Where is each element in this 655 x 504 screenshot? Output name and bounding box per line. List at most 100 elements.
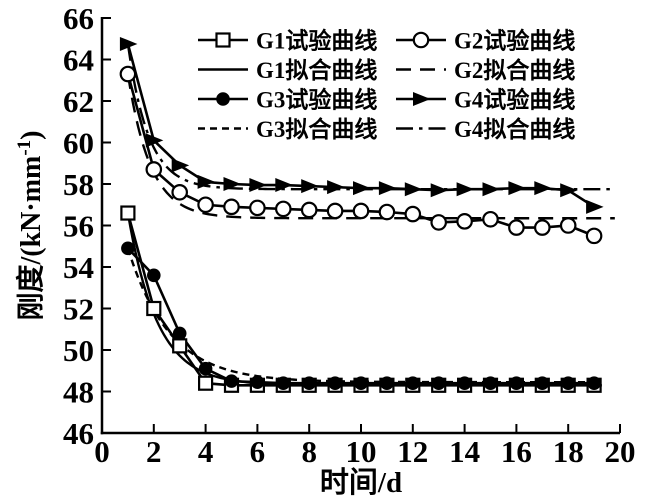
legend-item-g1-fit: G1拟合曲线	[198, 57, 377, 83]
open-square-marker	[215, 32, 231, 48]
filled-triangle-right-marker	[404, 182, 423, 197]
open-circle-marker	[412, 31, 430, 49]
filled-triangle-right-marker	[456, 182, 475, 197]
legend-item-g4-fit: G4拟合曲线	[396, 116, 575, 142]
legend-label: G3试验曲线	[256, 87, 377, 113]
legend-item-g1-test: G1试验曲线	[198, 28, 377, 54]
open-circle-marker	[326, 202, 344, 220]
open-circle-marker	[559, 217, 577, 234]
x-tick-label: 4	[198, 434, 214, 469]
open-circle-marker	[223, 198, 240, 216]
filled-triangle-right-marker	[145, 133, 164, 148]
open-square-marker	[120, 205, 136, 221]
open-circle-marker	[482, 210, 499, 228]
series-markers	[119, 36, 604, 393]
y-tick-label: 48	[63, 375, 94, 410]
open-square-marker	[146, 300, 162, 317]
legend-label: G3拟合曲线	[256, 116, 377, 142]
filled-circle-marker	[172, 326, 187, 341]
legend-label: G4拟合曲线	[454, 116, 575, 142]
y-tick-label: 64	[63, 43, 94, 78]
y-tick-label: 50	[63, 333, 94, 368]
filled-circle-marker	[561, 376, 575, 391]
open-circle-marker	[352, 202, 370, 220]
y-tick-label: 60	[63, 126, 94, 161]
open-circle-marker	[249, 199, 266, 217]
legend-item-g4-test: G4试验曲线	[396, 87, 575, 113]
legend-item-g2-fit: G2拟合曲线	[396, 57, 575, 83]
series-line-g2-fit	[126, 73, 615, 220]
filled-triangle-right-marker	[586, 199, 604, 214]
open-circle-marker	[508, 219, 525, 236]
open-circle-marker	[145, 161, 163, 178]
filled-circle-marker	[276, 376, 291, 391]
filled-circle-marker	[328, 376, 342, 391]
filled-triangle-right-marker	[430, 183, 449, 198]
y-tick-label: 46	[63, 416, 94, 451]
filled-triangle-right-marker	[534, 181, 552, 196]
y-tick-label: 56	[63, 209, 94, 244]
filled-circle-marker	[224, 374, 239, 388]
x-tick-label: 14	[449, 434, 480, 469]
filled-circle-marker	[406, 376, 420, 391]
filled-circle-marker	[147, 268, 161, 283]
legend-item-g3-fit: G3拟合曲线	[198, 116, 377, 142]
x-tick-label: 18	[553, 434, 584, 469]
x-tick-label: 0	[94, 434, 110, 469]
open-square-marker	[198, 375, 214, 391]
filled-triangle-right-marker	[275, 178, 293, 193]
filled-triangle-right-marker	[413, 92, 431, 106]
filled-triangle-right-marker	[171, 158, 190, 173]
open-circle-marker	[456, 213, 473, 230]
filled-triangle-right-marker	[223, 177, 241, 191]
legend-label: G4试验曲线	[454, 87, 575, 113]
legend-label: G2试验曲线	[454, 28, 575, 54]
series-markers-g3-test	[121, 241, 601, 391]
legend-item-g3-test: G3试验曲线	[198, 87, 377, 113]
filled-circle-marker	[483, 376, 498, 391]
filled-triangle-right-marker	[301, 179, 319, 194]
legend-label: G1拟合曲线	[256, 57, 377, 83]
open-circle-marker	[171, 184, 188, 201]
filled-circle-marker	[431, 376, 446, 391]
x-tick-label: 12	[397, 434, 428, 469]
open-circle-marker	[533, 219, 551, 236]
open-circle-marker	[300, 201, 318, 219]
x-tick-label: 6	[250, 434, 266, 469]
filled-triangle-right-marker	[482, 182, 500, 197]
open-circle-marker	[404, 205, 422, 223]
filled-triangle-right-marker	[378, 181, 397, 196]
filled-circle-marker	[509, 376, 524, 391]
filled-triangle-right-marker	[197, 174, 216, 189]
open-circle-marker	[430, 214, 447, 231]
y-tick-label: 58	[63, 167, 94, 202]
open-circle-marker	[274, 200, 292, 218]
y-axis-title: 刚度/(kN·mm-1)	[14, 130, 47, 320]
open-square-marker	[172, 338, 188, 354]
x-tick-label: 8	[301, 434, 317, 469]
open-circle-marker	[378, 203, 396, 221]
open-circle-marker	[585, 227, 603, 245]
filled-triangle-right-marker	[327, 180, 345, 195]
filled-circle-marker	[250, 375, 265, 389]
x-tick-label: 16	[501, 434, 532, 469]
filled-triangle-right-marker	[508, 181, 526, 196]
filled-triangle-right-marker	[560, 183, 578, 198]
filled-circle-marker	[216, 92, 230, 106]
x-tick-label: 2	[146, 434, 162, 469]
x-tick-label: 10	[346, 434, 377, 469]
filled-circle-marker	[121, 241, 135, 256]
legend-item-g2-test: G2试验曲线	[396, 28, 575, 54]
legend-label: G1试验曲线	[256, 28, 377, 54]
y-tick-label: 62	[63, 84, 94, 119]
series-markers-g4-test	[119, 36, 604, 214]
filled-circle-marker	[587, 376, 601, 391]
filled-circle-marker	[198, 361, 213, 376]
open-circle-marker	[119, 65, 137, 83]
legend-label: G2拟合曲线	[454, 57, 575, 83]
filled-circle-marker	[302, 376, 317, 391]
